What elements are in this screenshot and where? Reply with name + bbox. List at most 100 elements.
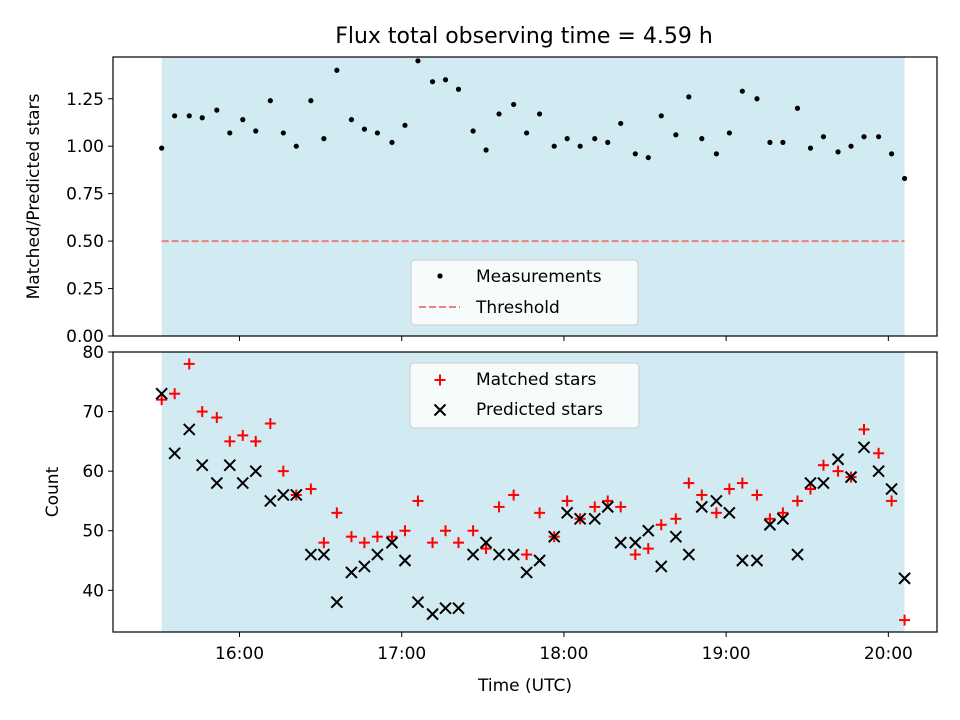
predicted-star-point [371,548,384,561]
predicted-star-point [452,601,465,615]
predicted-star-point [776,512,790,526]
matched-star-point [655,519,667,531]
predicted-star-point [249,464,262,478]
predicted-star-point [277,488,290,502]
measurement-point [483,147,489,153]
predicted-star-point [898,572,911,585]
x-tick-label: 17:00 [377,644,426,664]
matched-star-point [412,495,424,507]
top-x-ticks [239,336,889,341]
legend-measurements-marker [437,273,443,279]
legend-threshold-label: Threshold [475,298,560,318]
bottom-legend-box [409,362,640,429]
measurement-point [402,122,408,128]
measurement-point [361,126,368,132]
matched-star-point [832,465,844,477]
predicted-star-point [507,548,520,561]
predicted-star-point [560,506,574,520]
predicted-star-point [210,476,224,490]
matched-star-point [615,501,627,513]
matched-star-point [277,465,289,477]
matched-star-point [873,447,885,459]
predicted-star-point [183,423,196,436]
predicted-star-point [385,536,399,549]
predicted-star-point [857,441,871,454]
top-axes-frame [112,56,938,337]
matched-star-point [723,483,735,495]
matched-star-point [183,358,195,370]
predicted-star-point [804,476,817,490]
matched-star-point [399,525,411,537]
top-legend: Measurements Threshold [410,259,639,326]
matched-star-point [467,525,479,537]
measurement-point [536,111,543,117]
matched-star-point [886,495,898,507]
x-axis-label: Time (UTC) [477,676,572,696]
y-tick-label: 1.25 [66,90,104,110]
predicted-star-point [763,518,777,531]
measurement-point [592,136,598,142]
matched-star-point [305,483,317,495]
x-tick-label: 20:00 [864,644,913,664]
predicted-star-point [492,548,506,561]
measurement-point [618,120,624,127]
matched-star-point [696,489,708,501]
matched-star-point [169,388,181,400]
matched-star-point [561,495,573,507]
predicted-star-point [547,530,561,543]
predicted-star-point [669,530,683,543]
measurement-point [374,130,380,136]
predicted-star-point [439,601,452,615]
matched-star-point [751,489,763,501]
bottom-legend: Matched stars Predicted stars [409,362,640,429]
matched-star-point [777,507,789,519]
top-legend-box [410,259,639,326]
predicted-star-point [533,554,546,567]
y-tick-label: 70 [82,403,104,423]
matched-star-point [440,525,452,537]
bottom-axes-frame [112,351,938,633]
predicted-star-point [642,524,655,537]
measurement-point [186,113,192,119]
predicted-star-point [573,512,587,526]
matched-star-point [386,531,398,543]
matched-star-point [264,417,276,429]
measurement-point [470,128,476,134]
legend-measurements-label: Measurements [476,267,602,287]
y-tick-label: 60 [82,462,104,482]
measurement-point [442,77,449,83]
legend-matched-marker [434,374,446,386]
predicted-star-point [872,464,885,478]
y-tick-label: 0.50 [66,232,104,252]
matched-star-point [817,459,829,471]
matched-star-point [670,513,682,525]
predicted-star-point [723,506,736,520]
measurement-point [848,143,854,149]
matched-star-point [858,423,870,435]
predicted-star-point [168,447,181,460]
matched-star-point [899,614,911,626]
predicted-star-point [236,476,249,490]
predicted-star-point [736,554,749,567]
measurement-point [415,58,421,64]
measurement-point [524,130,530,136]
matched-star-point [629,549,641,561]
measurement-point [551,143,557,149]
predicted-star-point [345,566,358,579]
matched-star-point [493,501,505,513]
x-tick-label: 16:00 [215,644,264,664]
predicted-star-point [155,387,168,400]
matched-star-point [331,507,343,519]
predicted-star-point [358,560,371,573]
matched-star-point [345,531,357,543]
y-tick-label: 0.75 [66,185,104,205]
matched-star-point [237,429,249,441]
measurement-point [780,139,786,146]
matched-star-point [452,537,464,549]
chart-title: Flux total observing time = 4.59 h [335,24,713,49]
matched-star-point [196,406,208,418]
matched-star-point [358,537,370,549]
bottom-y-axis: 40 50 60 70 80 [82,343,113,601]
measurement-point [658,113,664,119]
matched-star-point [480,543,492,555]
